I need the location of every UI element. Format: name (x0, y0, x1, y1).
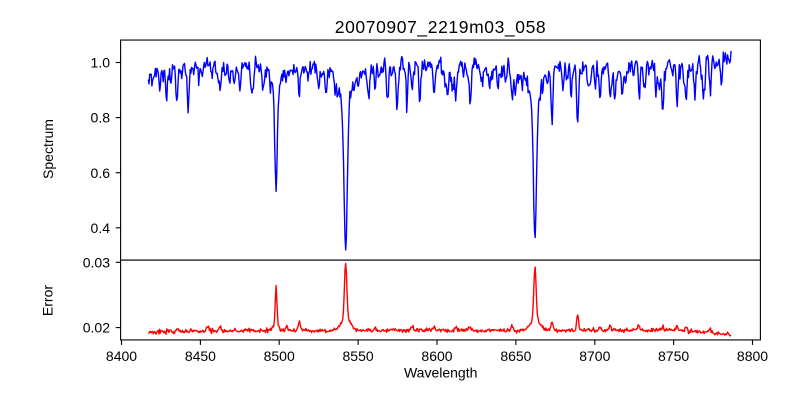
svg-text:Error: Error (40, 285, 56, 316)
svg-text:20070907_2219m03_058: 20070907_2219m03_058 (335, 17, 547, 38)
svg-text:0.4: 0.4 (91, 220, 111, 236)
svg-text:Wavelength: Wavelength (404, 364, 477, 380)
svg-text:0.03: 0.03 (83, 254, 110, 270)
svg-text:1.0: 1.0 (91, 55, 111, 71)
svg-text:0.6: 0.6 (91, 165, 111, 181)
svg-text:8550: 8550 (343, 348, 374, 364)
svg-text:8450: 8450 (185, 348, 216, 364)
svg-text:8750: 8750 (658, 348, 689, 364)
svg-text:8700: 8700 (579, 348, 610, 364)
svg-text:8500: 8500 (264, 348, 295, 364)
svg-text:8650: 8650 (500, 348, 531, 364)
svg-text:8400: 8400 (106, 348, 137, 364)
svg-text:Spectrum: Spectrum (40, 119, 56, 179)
svg-text:0.8: 0.8 (91, 110, 111, 126)
svg-text:8600: 8600 (421, 348, 452, 364)
svg-text:8800: 8800 (737, 348, 768, 364)
svg-text:0.02: 0.02 (83, 320, 110, 336)
